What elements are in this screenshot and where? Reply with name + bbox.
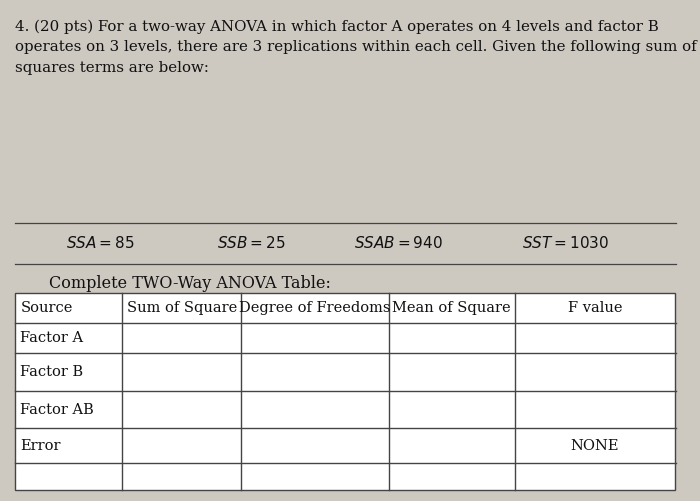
Text: NONE: NONE [570,439,620,453]
Text: $SSB = 25$: $SSB = 25$ [217,235,286,251]
Text: $SSAB = 940$: $SSAB = 940$ [354,235,442,251]
Text: F value: F value [568,301,622,315]
Text: Degree of Freedoms: Degree of Freedoms [239,301,391,315]
Text: Factor AB: Factor AB [20,403,94,416]
Text: 4. (20 pts) For a two-way ANOVA in which factor A operates on 4 levels and facto: 4. (20 pts) For a two-way ANOVA in which… [15,20,697,75]
Text: Factor A: Factor A [20,331,83,345]
Text: $SST = 1030$: $SST = 1030$ [522,235,608,251]
Text: Complete TWO-Way ANOVA Table:: Complete TWO-Way ANOVA Table: [49,275,331,292]
Text: $SSA = 85$: $SSA = 85$ [66,235,135,251]
Text: Factor B: Factor B [20,365,83,379]
Text: Sum of Square: Sum of Square [127,301,237,315]
Text: Mean of Square: Mean of Square [392,301,511,315]
Bar [15,293,675,490]
Text: Source: Source [20,301,73,315]
Text: Error: Error [20,439,61,453]
